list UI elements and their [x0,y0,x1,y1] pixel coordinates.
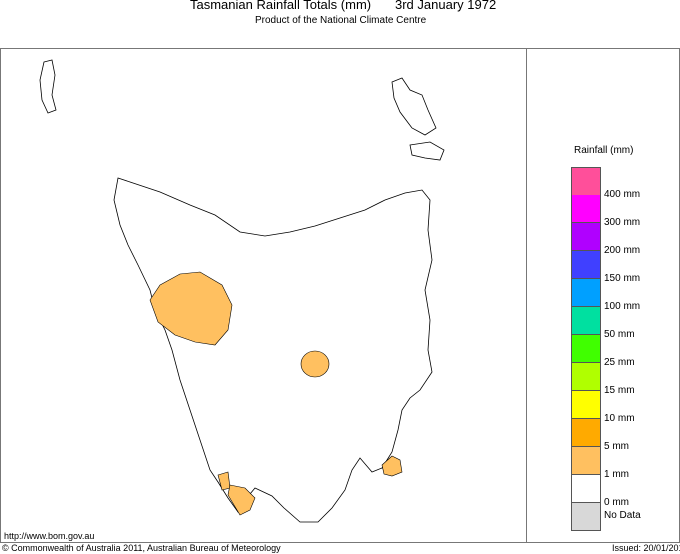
legend-swatch [571,335,601,363]
rainfall-area-1mm-south [217,471,231,491]
legend-swatch [571,391,601,419]
cape-barren-island [409,141,445,161]
legend-label: 50 mm [604,329,635,340]
tasmania-map [39,59,445,523]
flinders-island [391,77,437,136]
rainfall-area-1mm-central [300,350,330,378]
legend-swatch [571,503,601,531]
legend-swatch [571,447,601,475]
legend-label: 100 mm [604,301,641,312]
rainfall-area-1mm-southwest [227,484,256,516]
legend-label: 1 mm [604,469,629,480]
rainfall-area-1mm-west [149,271,233,346]
legend-swatch [571,475,601,503]
legend-swatch [571,363,601,391]
legend-label: 150 mm [604,273,641,284]
legend-swatch [571,223,601,251]
copyright-text: © Commonwealth of Australia 2011, Austra… [2,543,281,553]
legend-swatch [571,195,601,223]
map-subtitle: Product of the National Climate Centre [255,15,427,26]
legend-label: 5 mm [604,441,629,452]
legend-divider [526,48,527,542]
rainfall-area-1mm-southeast [381,455,403,477]
legend-label: 25 mm [604,357,635,368]
legend-label: 0 mm [604,497,629,508]
legend-swatch [571,279,601,307]
legend-label: 200 mm [604,245,641,256]
legend-swatch [571,307,601,335]
legend-label: 400 mm [604,189,641,200]
legend-swatch [571,419,601,447]
source-url[interactable]: http://www.bom.gov.au [4,531,95,541]
tasmania-mainland [113,177,433,523]
legend-label: 10 mm [604,413,635,424]
king-island [39,59,57,114]
map-title: Tasmanian Rainfall Totals (mm) [190,0,372,12]
map-date: 3rd January 1972 [395,0,497,12]
legend-label: 300 mm [604,217,641,228]
legend-label: No Data [604,510,641,521]
legend-swatch [571,167,601,196]
legend-label: 15 mm [604,385,635,396]
legend-title: Rainfall (mm) [574,145,634,156]
issued-date: Issued: 20/01/2011 [612,543,680,553]
legend-swatch [571,251,601,279]
